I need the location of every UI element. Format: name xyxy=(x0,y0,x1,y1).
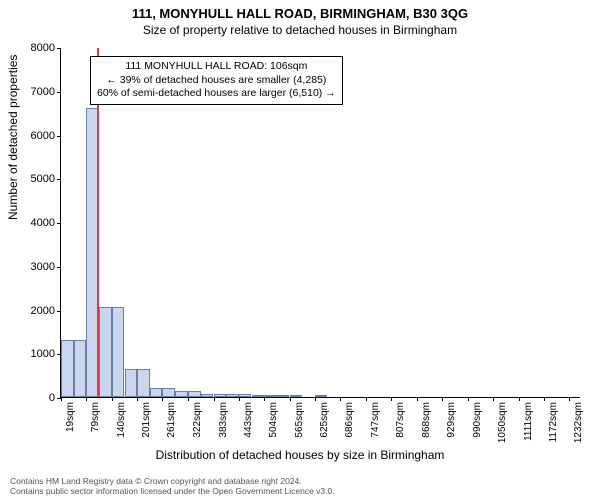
x-tick-label: 443sqm xyxy=(243,402,254,438)
y-tick-label: 8000 xyxy=(21,42,55,54)
x-tick-label: 1050sqm xyxy=(497,402,508,443)
y-tick-mark xyxy=(57,92,61,93)
x-tick-label: 261sqm xyxy=(166,402,177,438)
x-tick-mark xyxy=(340,397,341,401)
histogram-bar xyxy=(315,395,328,397)
x-tick-label: 1111sqm xyxy=(523,402,534,441)
x-tick-label: 1232sqm xyxy=(573,402,584,443)
histogram-bar xyxy=(188,391,201,397)
histogram-bar xyxy=(277,395,290,397)
histogram-bar xyxy=(290,395,303,397)
y-tick-label: 7000 xyxy=(21,86,55,98)
footer-line-1: Contains HM Land Registry data © Crown c… xyxy=(10,476,590,486)
x-tick-mark xyxy=(137,397,138,401)
x-tick-label: 807sqm xyxy=(395,402,406,438)
x-tick-mark xyxy=(366,397,367,401)
x-tick-mark xyxy=(112,397,113,401)
x-tick-mark xyxy=(442,397,443,401)
y-tick-label: 6000 xyxy=(21,130,55,142)
y-tick-mark xyxy=(57,179,61,180)
x-tick-mark xyxy=(86,397,87,401)
x-tick-label: 504sqm xyxy=(268,402,279,438)
footer: Contains HM Land Registry data © Crown c… xyxy=(10,476,590,496)
title-main: 111, MONYHULL HALL ROAD, BIRMINGHAM, B30… xyxy=(0,0,600,21)
y-axis-label: Number of detached properties xyxy=(6,55,20,220)
x-tick-mark xyxy=(61,397,62,401)
x-tick-mark xyxy=(264,397,265,401)
y-tick-mark xyxy=(57,311,61,312)
histogram-bar xyxy=(112,307,125,397)
x-tick-mark xyxy=(391,397,392,401)
histogram-bar xyxy=(125,369,138,397)
histogram-bar xyxy=(74,340,87,397)
x-tick-label: 19sqm xyxy=(65,402,76,432)
histogram-bar xyxy=(162,388,175,397)
histogram-bar xyxy=(61,340,74,397)
x-tick-mark xyxy=(162,397,163,401)
y-tick-label: 5000 xyxy=(21,173,55,185)
info-box: 111 MONYHULL HALL ROAD: 106sqm ← 39% of … xyxy=(90,56,343,105)
title-sub: Size of property relative to detached ho… xyxy=(0,21,600,41)
x-tick-mark xyxy=(569,397,570,401)
y-tick-mark xyxy=(57,48,61,49)
x-tick-label: 322sqm xyxy=(192,402,203,438)
histogram-bar xyxy=(264,395,277,397)
x-tick-label: 990sqm xyxy=(472,402,483,438)
y-tick-label: 2000 xyxy=(21,305,55,317)
x-tick-label: 625sqm xyxy=(319,402,330,438)
x-tick-mark xyxy=(290,397,291,401)
info-line-3: 60% of semi-detached houses are larger (… xyxy=(97,87,336,101)
y-tick-mark xyxy=(57,267,61,268)
x-tick-mark xyxy=(214,397,215,401)
histogram-bar xyxy=(239,394,252,397)
x-tick-label: 747sqm xyxy=(370,402,381,438)
x-tick-label: 565sqm xyxy=(294,402,305,438)
histogram-bar xyxy=(214,394,227,398)
info-line-2: ← 39% of detached houses are smaller (4,… xyxy=(97,74,336,88)
x-tick-label: 686sqm xyxy=(344,402,355,438)
x-tick-label: 868sqm xyxy=(421,402,432,438)
info-line-1: 111 MONYHULL HALL ROAD: 106sqm xyxy=(97,60,336,74)
histogram-bar xyxy=(201,394,214,398)
y-tick-mark xyxy=(57,136,61,137)
x-axis-label: Distribution of detached houses by size … xyxy=(0,448,600,462)
x-tick-mark xyxy=(188,397,189,401)
histogram-bar xyxy=(226,394,239,397)
x-tick-mark xyxy=(468,397,469,401)
y-tick-label: 0 xyxy=(21,392,55,404)
histogram-bar xyxy=(252,395,265,397)
y-tick-label: 4000 xyxy=(21,217,55,229)
x-tick-mark xyxy=(493,397,494,401)
x-tick-mark xyxy=(315,397,316,401)
histogram-bar xyxy=(99,307,112,397)
histogram-bar xyxy=(150,388,163,397)
x-tick-mark xyxy=(544,397,545,401)
x-tick-mark xyxy=(417,397,418,401)
histogram-bar xyxy=(175,391,188,397)
y-tick-label: 3000 xyxy=(21,261,55,273)
x-tick-mark xyxy=(239,397,240,401)
x-tick-label: 383sqm xyxy=(218,402,229,438)
x-tick-mark xyxy=(519,397,520,401)
x-tick-label: 79sqm xyxy=(90,402,101,432)
x-tick-label: 140sqm xyxy=(116,402,127,438)
x-tick-label: 201sqm xyxy=(141,402,152,438)
footer-line-2: Contains public sector information licen… xyxy=(10,486,590,496)
y-tick-label: 1000 xyxy=(21,348,55,360)
histogram-bar xyxy=(137,369,150,397)
x-tick-label: 929sqm xyxy=(446,402,457,438)
y-tick-mark xyxy=(57,223,61,224)
x-tick-label: 1172sqm xyxy=(548,402,559,442)
